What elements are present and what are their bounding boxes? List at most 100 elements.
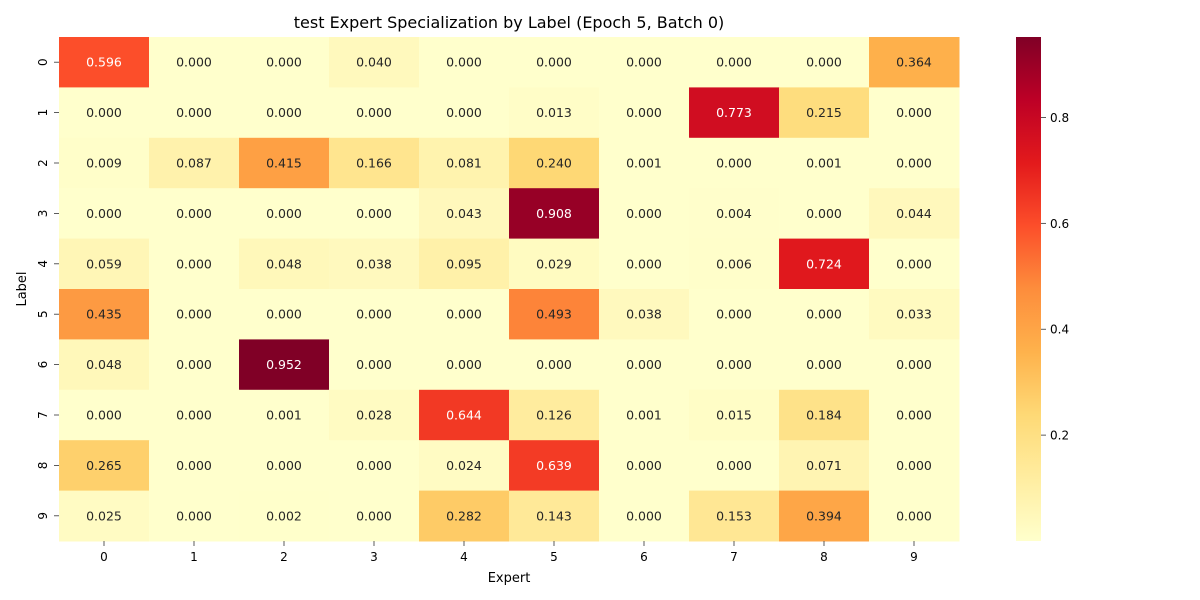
x-tick-label: 8 — [820, 550, 828, 564]
cell-value-label: 0.952 — [266, 357, 302, 372]
cell-value-label: 0.071 — [806, 458, 842, 473]
cell-value-label: 0.000 — [176, 55, 212, 70]
heatmap-cell — [509, 137, 600, 189]
cell-value-label: 0.000 — [86, 408, 122, 423]
heatmap-cell — [59, 87, 150, 139]
cell-value-label: 0.000 — [806, 357, 842, 372]
cell-value-label: 0.006 — [716, 256, 752, 271]
heatmap-cell — [509, 440, 600, 492]
heatmap-cell — [779, 289, 870, 340]
cell-value-label: 0.282 — [446, 508, 482, 523]
cell-value-label: 0.000 — [716, 55, 752, 70]
y-tick-label: 4 — [36, 260, 50, 268]
heatmap-cell — [869, 137, 960, 189]
x-axis: 0 1 2 3 4 5 6 7 8 9 — [100, 541, 918, 564]
heatmap-cell — [329, 389, 420, 441]
cell-value-label: 0.081 — [446, 156, 482, 171]
heatmap-cell — [239, 137, 330, 189]
heatmap-cell — [149, 490, 240, 542]
cell-value-label: 0.000 — [266, 307, 302, 322]
cell-value-label: 0.044 — [896, 206, 932, 221]
heatmap-cell — [689, 289, 780, 340]
heatmap-cell — [599, 87, 690, 139]
heatmap-cell — [59, 289, 150, 340]
cell-value-label: 0.415 — [266, 156, 302, 171]
cell-value-label: 0.000 — [266, 458, 302, 473]
heatmap-cell — [59, 339, 150, 391]
y-tick-label: 0 — [36, 58, 50, 66]
y-tick-label: 5 — [36, 310, 50, 318]
heatmap-cell — [419, 87, 510, 139]
x-axis-label: Expert — [488, 571, 531, 586]
heatmap-cell — [689, 490, 780, 542]
heatmap-cell — [509, 490, 600, 542]
heatmap-cell — [239, 289, 330, 340]
heatmap-cell — [59, 440, 150, 492]
cell-value-label: 0.000 — [896, 256, 932, 271]
cell-value-label: 0.000 — [716, 357, 752, 372]
heatmap-cell — [779, 87, 870, 139]
heatmap-cell — [689, 37, 780, 88]
cell-value-label: 0.024 — [446, 458, 482, 473]
cell-value-label: 0.000 — [626, 357, 662, 372]
y-tick-label: 1 — [36, 109, 50, 117]
cell-value-label: 0.773 — [716, 105, 752, 120]
heatmap-cell — [509, 188, 600, 240]
cell-value-label: 0.000 — [356, 357, 392, 372]
heatmap-cell — [149, 37, 240, 88]
colorbar: 0.2 0.4 0.6 0.8 — [1016, 37, 1069, 541]
heatmap-cell — [329, 440, 420, 492]
heatmap-cell — [59, 389, 150, 441]
cell-value-label: 0.000 — [536, 55, 572, 70]
heatmap-cell — [149, 289, 240, 340]
heatmap-cell — [329, 289, 420, 340]
y-tick-label: 9 — [36, 512, 50, 520]
cell-value-label: 0.000 — [176, 408, 212, 423]
cell-value-label: 0.000 — [86, 105, 122, 120]
heatmap-cell — [149, 137, 240, 189]
cell-value-label: 0.000 — [896, 357, 932, 372]
heatmap-cell — [599, 339, 690, 391]
heatmap-cell — [509, 339, 600, 391]
heatmap-cell — [869, 389, 960, 441]
heatmap-cell — [509, 389, 600, 441]
cell-value-label: 0.000 — [176, 256, 212, 271]
cell-value-label: 0.001 — [806, 156, 842, 171]
colorbar-tick-label: 0.8 — [1050, 111, 1069, 125]
heatmap-cell — [419, 389, 510, 441]
heatmap-cell — [149, 440, 240, 492]
x-tick-label: 6 — [640, 550, 648, 564]
heatmap-cell — [419, 137, 510, 189]
cell-value-label: 0.000 — [896, 508, 932, 523]
cell-value-label: 0.240 — [536, 156, 572, 171]
heatmap-cell — [329, 490, 420, 542]
cell-value-label: 0.184 — [806, 408, 842, 423]
cell-value-label: 0.009 — [86, 156, 122, 171]
heatmap-cell — [599, 137, 690, 189]
cell-value-label: 0.000 — [806, 307, 842, 322]
heatmap-cell — [59, 188, 150, 240]
heatmap-cell — [689, 339, 780, 391]
heatmap-cell — [779, 137, 870, 189]
cell-value-label: 0.000 — [176, 458, 212, 473]
heatmap-cell — [419, 37, 510, 88]
heatmap-cell — [329, 87, 420, 139]
colorbar-tick-label: 0.4 — [1050, 323, 1069, 337]
heatmap-cell — [149, 389, 240, 441]
heatmap-cell — [509, 37, 600, 88]
cell-value-label: 0.001 — [626, 408, 662, 423]
cell-value-label: 0.038 — [356, 256, 392, 271]
cell-value-label: 0.038 — [626, 307, 662, 322]
cell-value-label: 0.000 — [176, 105, 212, 120]
heatmap-cell — [869, 490, 960, 542]
cell-value-label: 0.000 — [896, 105, 932, 120]
cell-value-label: 0.033 — [896, 307, 932, 322]
cell-value-label: 0.000 — [266, 55, 302, 70]
heatmap-cell — [599, 440, 690, 492]
heatmap-cell — [869, 339, 960, 391]
cell-value-label: 0.265 — [86, 458, 122, 473]
heatmap-cell — [689, 389, 780, 441]
cell-value-label: 0.364 — [896, 55, 932, 70]
heatmap-cell — [59, 137, 150, 189]
